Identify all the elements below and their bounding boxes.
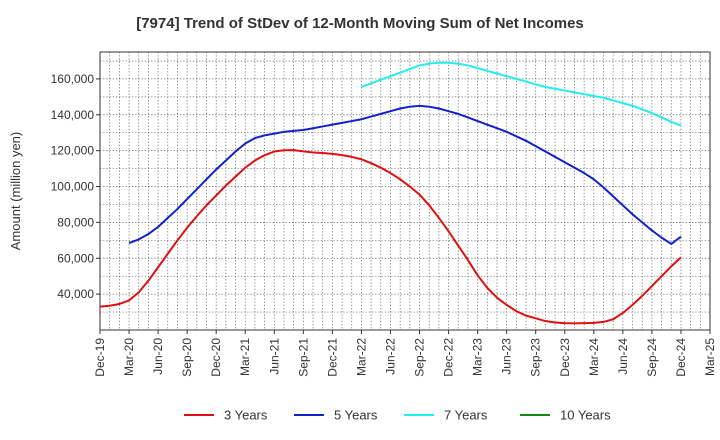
legend-label-5-years: 5 Years bbox=[334, 408, 378, 423]
legend-label-7-years: 7 Years bbox=[444, 408, 488, 423]
x-tick-label: Dec-20 bbox=[209, 338, 223, 377]
x-tick-label: Dec-19 bbox=[93, 338, 107, 377]
x-tick-label: Sep-22 bbox=[413, 338, 427, 377]
y-axis-label: Amount (million yen) bbox=[8, 132, 23, 251]
y-tick-label: 120,000 bbox=[51, 144, 95, 158]
x-tick-label: Sep-23 bbox=[529, 338, 543, 377]
plot-frame bbox=[99, 51, 711, 331]
y-tick-label: 140,000 bbox=[51, 108, 95, 122]
x-tick-label: Jun-24 bbox=[616, 338, 630, 375]
grid-lines bbox=[99, 51, 711, 331]
x-tick-label: Mar-23 bbox=[471, 338, 485, 376]
chart-title: [7974] Trend of StDev of 12-Month Moving… bbox=[136, 15, 584, 32]
x-tick-label: Mar-24 bbox=[587, 338, 601, 376]
legend-label-3-years: 3 Years bbox=[224, 408, 268, 423]
y-tick-label: 160,000 bbox=[51, 72, 95, 86]
x-tick-label: Mar-25 bbox=[703, 338, 717, 376]
x-tick-label: Mar-22 bbox=[354, 338, 368, 376]
x-tick-label: Sep-21 bbox=[296, 338, 310, 377]
series-line-5-years bbox=[128, 104, 682, 245]
y-tick-label: 60,000 bbox=[57, 251, 94, 265]
y-tick-label: 100,000 bbox=[51, 180, 95, 194]
x-tick-label: Dec-21 bbox=[325, 338, 339, 377]
x-tick-label: Sep-24 bbox=[645, 338, 659, 377]
x-tick-label: Mar-20 bbox=[122, 338, 136, 376]
series-line-7-years bbox=[361, 61, 682, 127]
x-tick-label: Jun-20 bbox=[151, 338, 165, 375]
x-tick-label: Dec-22 bbox=[442, 338, 456, 377]
series-lines bbox=[99, 61, 682, 325]
x-tick-label: Dec-23 bbox=[558, 338, 572, 377]
y-tick-label: 80,000 bbox=[57, 215, 94, 229]
series-line-3-years bbox=[99, 149, 682, 325]
y-tick-label: 40,000 bbox=[57, 287, 94, 301]
x-tick-label: Sep-20 bbox=[180, 338, 194, 377]
x-tick-label: Mar-21 bbox=[238, 338, 252, 376]
x-tick-label: Jun-23 bbox=[500, 338, 514, 375]
x-tick-label: Jun-22 bbox=[383, 338, 397, 375]
axes: 40,000 60,000 80,000 100,000 120,000 140,000 1… bbox=[8, 72, 717, 377]
legend: 3 Years 5 Years 7 Years 10 Years bbox=[184, 408, 611, 423]
legend-label-10-years: 10 Years bbox=[560, 408, 611, 423]
x-tick-label: Dec-24 bbox=[674, 338, 688, 377]
x-tick-label: Jun-21 bbox=[267, 338, 281, 375]
